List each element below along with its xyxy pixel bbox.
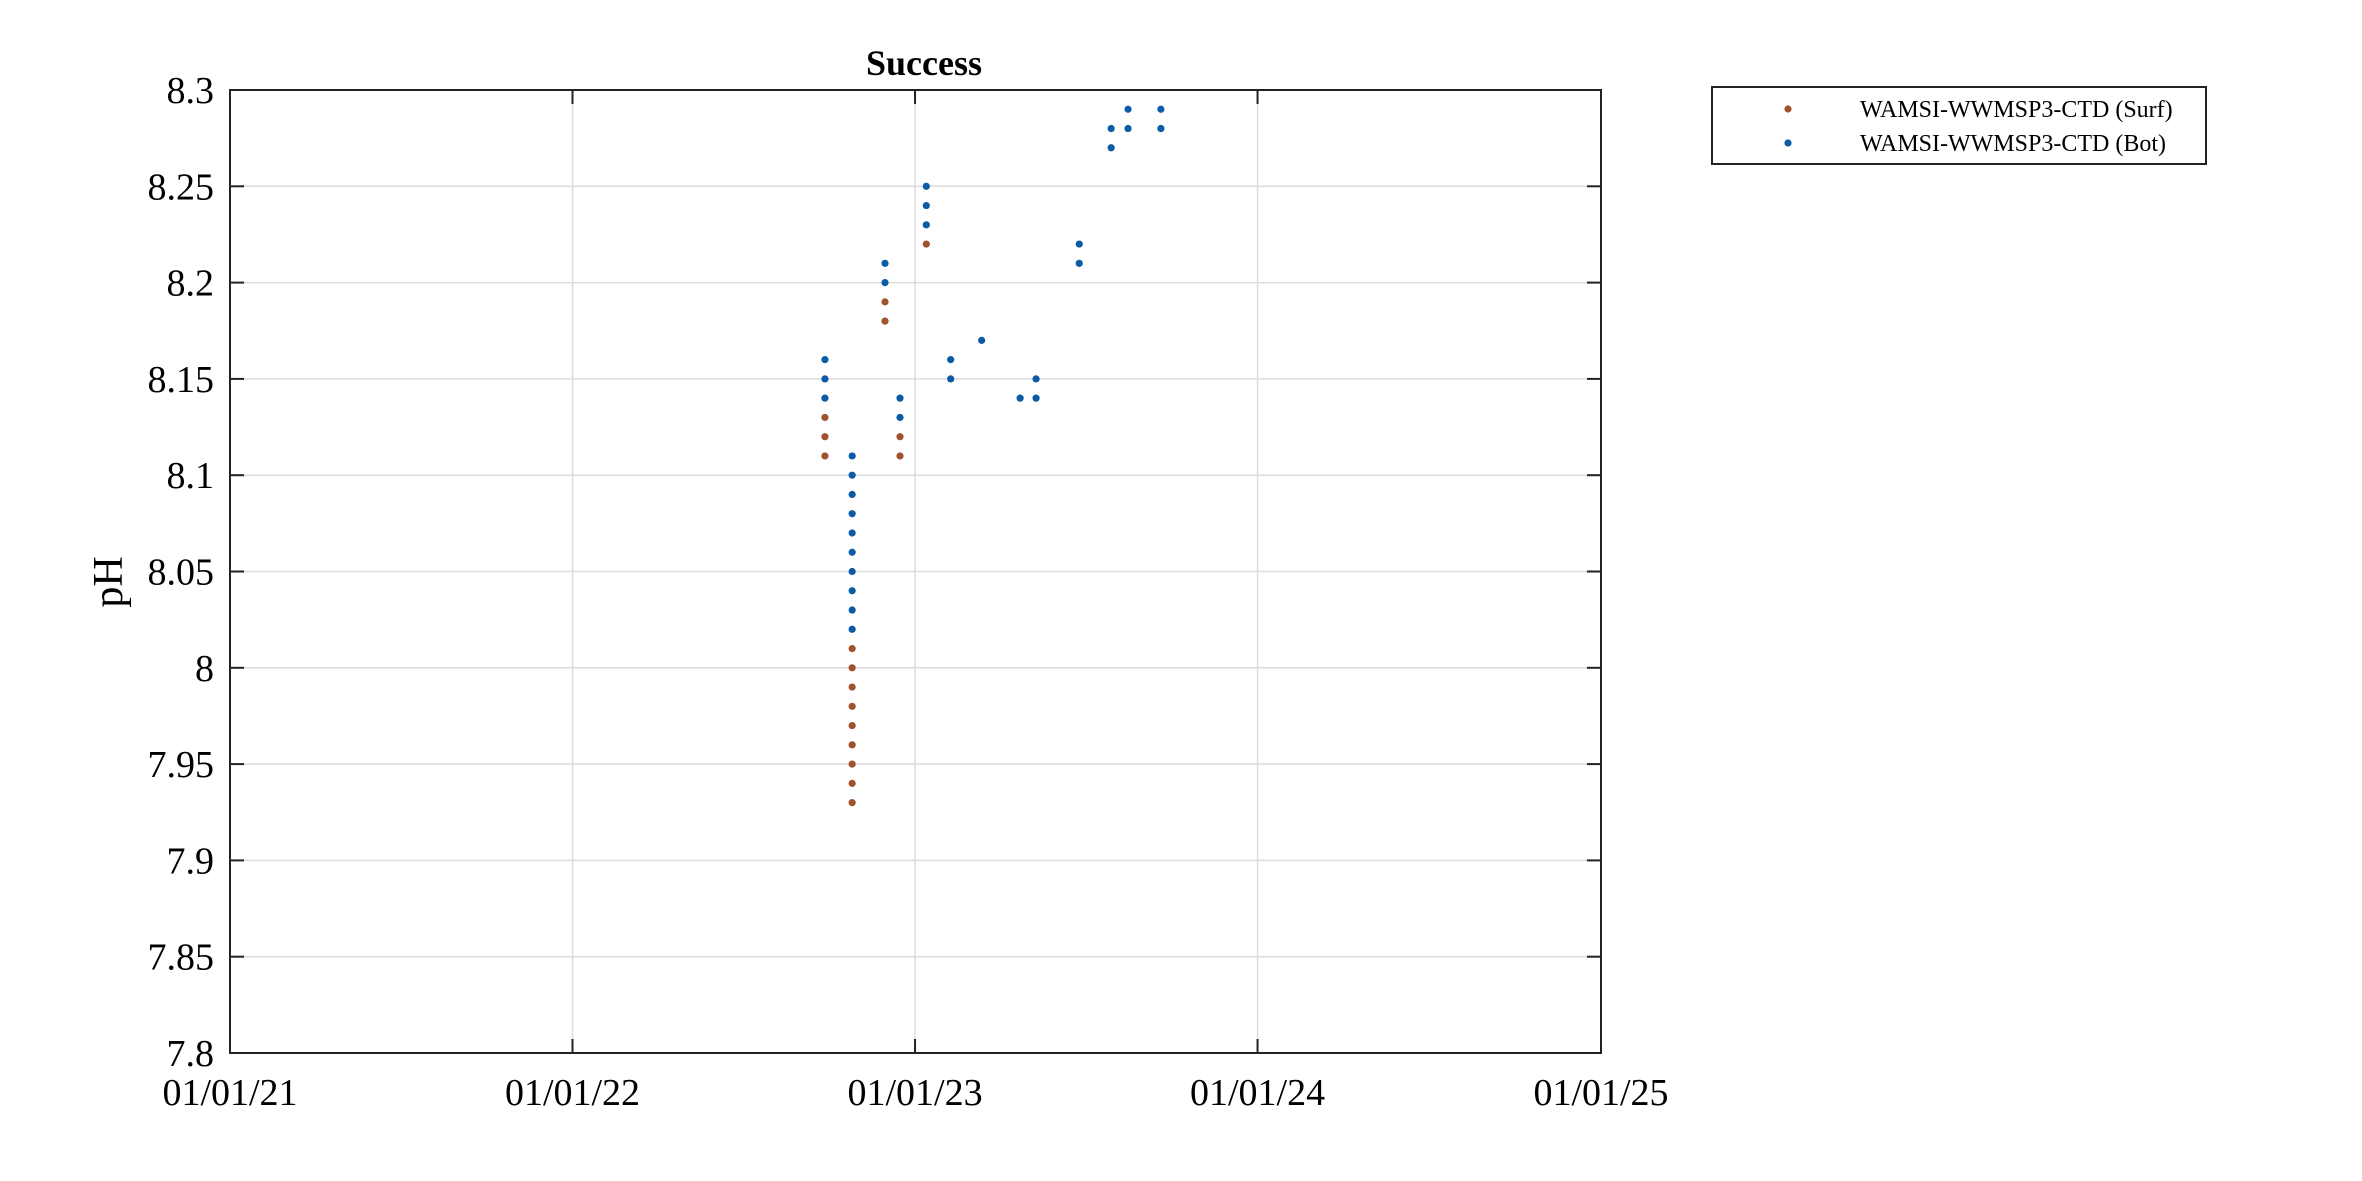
data-point-surf <box>848 741 856 749</box>
y-tick-label: 7.85 <box>148 937 215 979</box>
y-tick-label: 8.05 <box>148 552 215 594</box>
data-point-bot <box>1107 124 1115 133</box>
data-point-bot <box>848 567 856 576</box>
y-tick-label: 7.9 <box>167 840 215 882</box>
data-point-bot <box>848 606 856 614</box>
data-point-surf <box>848 779 856 787</box>
data-point-bot <box>848 548 856 556</box>
data-point-bot <box>947 356 955 364</box>
data-points <box>821 105 1165 807</box>
legend-marker <box>1784 105 1792 113</box>
data-point-surf <box>848 799 856 807</box>
data-point-bot <box>922 182 930 190</box>
data-point-bot <box>848 490 856 499</box>
data-point-bot <box>848 452 856 460</box>
data-point-bot <box>848 587 856 595</box>
data-point-surf <box>881 317 889 325</box>
data-point-surf <box>848 721 856 730</box>
data-point-surf <box>848 644 856 653</box>
axis-tick-labels: 7.8 7.85 7.9 7.95 8 8.05 8.1 8.15 8.2 8.25 8.3 01/0… <box>148 70 1669 1114</box>
y-axis-label: pH <box>86 556 132 607</box>
data-point-bot <box>1075 240 1083 248</box>
x-tick-label: 01/01/23 <box>847 1072 982 1114</box>
data-point-surf <box>922 240 930 248</box>
data-point-bot <box>1124 124 1132 133</box>
y-tick-label: 8.25 <box>148 166 215 208</box>
data-point-surf <box>821 433 829 441</box>
y-tick-label: 8.1 <box>167 455 215 497</box>
data-point-surf <box>821 452 829 460</box>
data-point-bot <box>1016 394 1024 402</box>
y-tick-label: 8.2 <box>167 263 215 305</box>
data-point-bot <box>1107 144 1115 152</box>
data-point-bot <box>922 221 930 229</box>
data-point-bot <box>1075 259 1083 267</box>
plot-area-frame <box>229 89 1602 1054</box>
data-point-bot <box>896 413 904 422</box>
data-point-bot <box>1157 124 1165 133</box>
data-point-surf <box>896 433 904 441</box>
data-point-bot <box>821 375 829 383</box>
x-tick-label: 01/01/24 <box>1190 1072 1325 1114</box>
data-point-bot <box>848 625 856 633</box>
data-point-bot <box>881 279 889 287</box>
data-point-bot <box>1032 375 1040 383</box>
legend-label: WAMSI-WWMSP3-CTD (Bot) <box>1860 131 2166 157</box>
data-point-bot <box>821 356 829 364</box>
data-point-surf <box>848 683 856 691</box>
data-point-surf <box>848 664 856 672</box>
data-point-surf <box>896 452 904 460</box>
data-point-surf <box>881 298 889 306</box>
data-point-bot <box>821 394 829 402</box>
legend: WAMSI-WWMSP3-CTD (Surf) WAMSI-WWMSP3-CTD … <box>1711 86 2207 165</box>
y-tick-label: 8.3 <box>167 70 215 112</box>
chart-title: Success <box>866 43 982 83</box>
data-point-bot <box>848 529 856 537</box>
data-point-bot <box>978 336 986 344</box>
data-point-bot <box>1032 394 1040 402</box>
data-point-surf <box>821 413 829 422</box>
x-tick-label: 01/01/21 <box>162 1072 297 1114</box>
legend-label: WAMSI-WWMSP3-CTD (Surf) <box>1860 97 2173 123</box>
x-tick-label: 01/01/25 <box>1533 1072 1668 1114</box>
y-tick-label: 8 <box>195 648 214 690</box>
data-point-bot <box>922 201 930 210</box>
data-point-bot <box>896 394 904 402</box>
data-point-bot <box>1157 105 1165 113</box>
data-point-bot <box>881 259 889 267</box>
grid-lines <box>230 90 1601 1053</box>
y-tick-label: 7.95 <box>148 744 215 786</box>
data-point-bot <box>947 375 955 383</box>
legend-box <box>1711 86 2207 165</box>
legend-marker <box>1784 139 1792 147</box>
data-point-bot <box>848 510 856 518</box>
data-point-surf <box>848 702 856 710</box>
y-tick-label: 8.15 <box>148 359 215 401</box>
data-point-surf <box>848 760 856 768</box>
y-tick-label: 7.8 <box>167 1033 215 1075</box>
data-point-bot <box>1124 105 1132 113</box>
x-tick-label: 01/01/22 <box>505 1072 640 1114</box>
data-point-bot <box>848 471 856 479</box>
